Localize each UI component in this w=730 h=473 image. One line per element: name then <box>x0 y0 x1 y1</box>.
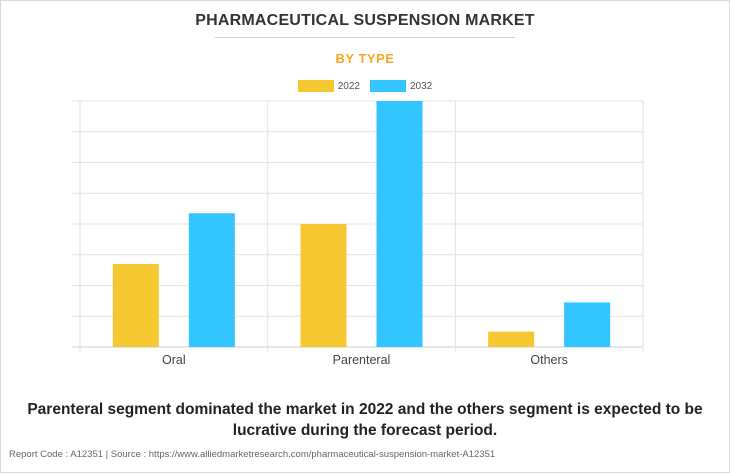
bar-others-2022 <box>488 331 535 347</box>
chart-title: PHARMACEUTICAL SUSPENSION MARKET <box>195 12 535 29</box>
source-footer: Report Code : A12351 | Source : https://… <box>9 449 496 460</box>
caption-line-1: Parenteral segment dominated the market … <box>27 401 703 418</box>
bar-others-2032 <box>564 302 611 347</box>
legend-label-2032: 2032 <box>410 80 433 92</box>
title-divider <box>215 37 515 38</box>
legend-label-2022: 2022 <box>337 80 360 92</box>
bar-parenteral-2022 <box>300 224 347 347</box>
x-tick-label: Others <box>530 353 568 367</box>
bar-oral-2022 <box>112 263 159 347</box>
chart-caption: Parenteral segment dominated the market … <box>0 399 730 441</box>
legend-item-2022: 2022 <box>297 80 360 92</box>
bar-oral-2032 <box>188 213 235 347</box>
x-tick-label: Parenteral <box>333 353 391 367</box>
bars-group <box>112 101 611 347</box>
legend-swatch-2032 <box>370 80 406 92</box>
legend-swatch-2022 <box>297 80 334 92</box>
legend-item-2032: 2032 <box>370 80 432 92</box>
x-tick-label: Oral <box>162 353 186 367</box>
bar-parenteral-2032 <box>376 101 423 347</box>
x-axis-labels: Oral Parenteral Others <box>162 353 568 367</box>
chart-subtitle: BY TYPE <box>335 51 395 66</box>
grid-lines <box>72 100 644 352</box>
caption-line-2: lucrative during the forecast period. <box>232 422 498 439</box>
chart-legend: 2022 2032 <box>0 80 730 92</box>
